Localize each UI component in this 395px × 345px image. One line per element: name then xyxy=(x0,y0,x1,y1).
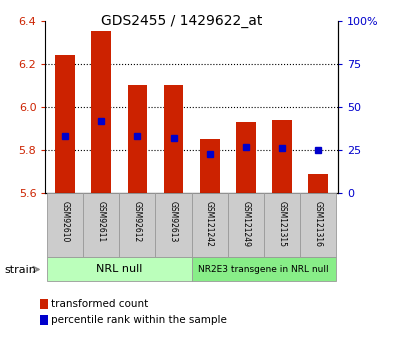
Text: transformed count: transformed count xyxy=(51,299,149,309)
Bar xyxy=(119,193,156,257)
Bar xyxy=(200,139,220,193)
Text: GSM121316: GSM121316 xyxy=(313,201,322,247)
Bar xyxy=(128,86,147,193)
Text: NRL null: NRL null xyxy=(96,264,143,274)
Bar xyxy=(264,193,300,257)
Bar xyxy=(47,257,192,281)
Bar xyxy=(192,257,336,281)
Bar xyxy=(156,193,192,257)
Bar xyxy=(300,193,336,257)
Text: GSM92612: GSM92612 xyxy=(133,201,142,242)
Text: percentile rank within the sample: percentile rank within the sample xyxy=(51,315,227,325)
Bar xyxy=(236,122,256,193)
Text: GSM92611: GSM92611 xyxy=(97,201,106,242)
Text: GSM92610: GSM92610 xyxy=(61,201,70,242)
Bar xyxy=(47,193,83,257)
Bar xyxy=(91,31,111,193)
Bar xyxy=(83,193,119,257)
Text: GSM121315: GSM121315 xyxy=(277,201,286,247)
Bar xyxy=(164,86,183,193)
Bar xyxy=(228,193,264,257)
Bar xyxy=(192,193,228,257)
Text: NR2E3 transgene in NRL null: NR2E3 transgene in NRL null xyxy=(198,265,329,274)
Text: strain: strain xyxy=(4,265,36,275)
Text: GSM92613: GSM92613 xyxy=(169,201,178,242)
Bar xyxy=(55,55,75,193)
Text: GSM121242: GSM121242 xyxy=(205,201,214,247)
Bar xyxy=(272,120,292,193)
Text: GSM121249: GSM121249 xyxy=(241,201,250,247)
Bar xyxy=(308,174,328,193)
Text: GDS2455 / 1429622_at: GDS2455 / 1429622_at xyxy=(101,14,262,28)
